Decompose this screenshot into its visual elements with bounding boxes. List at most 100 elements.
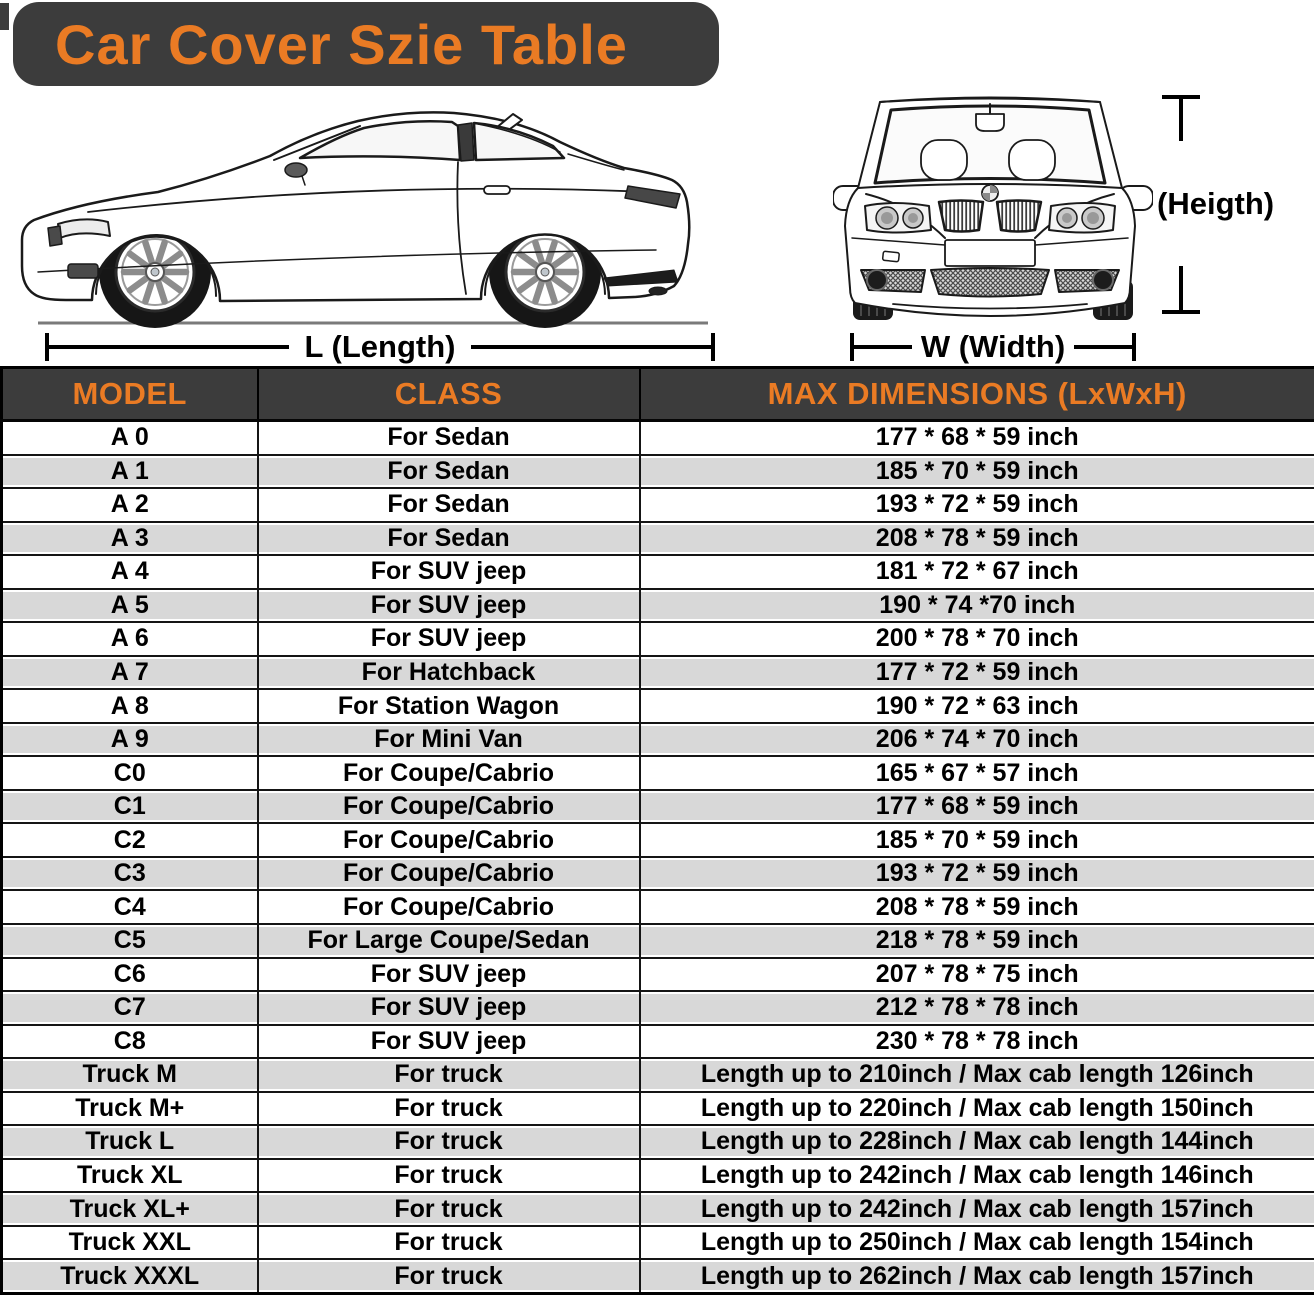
table-cell: Truck M+	[0, 1090, 259, 1127]
table-cell: 190 * 74 *70 inch	[638, 587, 1314, 624]
table-cell: Truck L	[0, 1124, 259, 1160]
door-handle	[483, 185, 511, 195]
table-cell: C3	[0, 855, 259, 892]
table-row: A 8 For Station Wagon 190 * 72 * 63 inch	[0, 688, 1314, 724]
table-row: C1 For Coupe/Cabrio 177 * 68 * 59 inch	[0, 788, 1314, 825]
height-label: (Heigth)	[1157, 186, 1275, 221]
dimension-tick	[711, 333, 716, 361]
table-cell: 193 * 72 * 59 inch	[638, 855, 1314, 892]
car-side-view-icon	[20, 111, 708, 328]
rear-diffuser	[603, 269, 679, 287]
table-cell: C5	[0, 923, 259, 959]
table-cell: For Sedan	[256, 487, 641, 523]
table-cell: A 4	[0, 554, 259, 590]
dimension-line	[1074, 345, 1133, 349]
page-title: Car Cover Szie Table	[55, 12, 628, 76]
bumper-intake	[67, 263, 99, 279]
right-fog-lamp	[1092, 269, 1114, 291]
table-cell: 177 * 72 * 59 inch	[638, 654, 1314, 691]
table-cell: 190 * 72 * 63 inch	[638, 688, 1314, 724]
dimension-line	[471, 345, 712, 349]
table-row: A 1 For Sedan 185 * 70 * 59 inch	[0, 453, 1314, 490]
table-row: A 0 For Sedan 177 * 68 * 59 inch	[0, 419, 1314, 456]
table-cell: 218 * 78 * 59 inch	[638, 923, 1314, 959]
table-cell: Truck XXL	[0, 1224, 259, 1261]
table-row: Truck M+ For truck Length up to 220inch / …	[0, 1090, 1314, 1127]
dimension-line	[1179, 95, 1183, 141]
table-cell: 177 * 68 * 59 inch	[638, 419, 1314, 456]
table-cell: 208 * 78 * 59 inch	[638, 520, 1314, 557]
b-pillar	[457, 122, 475, 162]
table-row: A 7 For Hatchback 177 * 72 * 59 inch	[0, 654, 1314, 691]
table-cell: For Coupe/Cabrio	[256, 755, 641, 791]
table-row: C5 For Large Coupe/Sedan 218 * 78 * 59 inc…	[0, 923, 1314, 959]
table-row: C7 For SUV jeep 212 * 78 * 78 inch	[0, 990, 1314, 1026]
table-cell: Length up to 242inch / Max cab length 15…	[638, 1191, 1314, 1227]
table-cell: Truck XL+	[0, 1191, 259, 1227]
license-plate	[944, 239, 1036, 267]
dimension-tick	[850, 333, 854, 361]
dimension-line	[1179, 266, 1183, 312]
table-cell: For SUV jeep	[256, 956, 641, 993]
table-row: Truck L For truck Length up to 228inch / M…	[0, 1124, 1314, 1160]
table-cell: 212 * 78 * 78 inch	[638, 990, 1314, 1026]
table-row: A 6 For SUV jeep 200 * 78 * 70 inch	[0, 621, 1314, 657]
table-cell: A 9	[0, 721, 259, 758]
table-cell: For Coupe/Cabrio	[256, 788, 641, 825]
table-cell: A 7	[0, 654, 259, 691]
dimension-tick	[1132, 333, 1137, 361]
table-cell: Length up to 242inch / Max cab length 14…	[638, 1157, 1314, 1194]
table-header-row: MODEL CLASS MAX DIMENSIONS (LxWxH)	[0, 366, 1314, 422]
table-cell: For Coupe/Cabrio	[256, 889, 641, 925]
table-cell: For Large Coupe/Sedan	[256, 923, 641, 959]
table-cell: Length up to 262inch / Max cab length 15…	[638, 1258, 1314, 1295]
table-cell: 181 * 72 * 67 inch	[638, 554, 1314, 590]
table-cell: For SUV jeep	[256, 990, 641, 1026]
table-cell: For Coupe/Cabrio	[256, 822, 641, 858]
table-cell: For Coupe/Cabrio	[256, 855, 641, 892]
table-cell: For SUV jeep	[256, 621, 641, 657]
table-cell: For SUV jeep	[256, 587, 641, 624]
table-row: A 3 For Sedan 208 * 78 * 59 inch	[0, 520, 1314, 557]
table-row: C2 For Coupe/Cabrio 185 * 70 * 59 inch	[0, 822, 1314, 858]
table-cell: Truck XXXL	[0, 1258, 259, 1295]
car-front-view-icon	[833, 96, 1153, 320]
table-cell: 208 * 78 * 59 inch	[638, 889, 1314, 925]
table-cell: For truck	[256, 1191, 641, 1227]
column-header-dimensions: MAX DIMENSIONS (LxWxH)	[638, 366, 1314, 422]
table-cell: 206 * 74 * 70 inch	[638, 721, 1314, 758]
size-table: MODEL CLASS MAX DIMENSIONS (LxWxH) A 0 Fo…	[0, 366, 1314, 1295]
side-mirror	[284, 162, 308, 178]
table-row: Truck M For truck Length up to 210inch / M…	[0, 1057, 1314, 1093]
table-cell: For truck	[256, 1157, 641, 1194]
table-cell: 165 * 67 * 57 inch	[638, 755, 1314, 791]
table-cell: C0	[0, 755, 259, 791]
table-cell: C4	[0, 889, 259, 925]
headlight	[57, 218, 111, 239]
table-cell: A 1	[0, 453, 259, 490]
title-edge-notch	[0, 3, 9, 30]
table-cell: 230 * 78 * 78 inch	[638, 1023, 1314, 1060]
width-label: W (Width)	[920, 329, 1066, 364]
table-cell: For truck	[256, 1124, 641, 1160]
table-row: C8 For SUV jeep 230 * 78 * 78 inch	[0, 1023, 1314, 1060]
exhaust-tip	[648, 286, 668, 296]
title-banner: Car Cover Szie Table	[13, 2, 719, 86]
right-headrest	[1008, 139, 1056, 181]
table-row: Truck XL+ For truck Length up to 242inch /…	[0, 1191, 1314, 1227]
table-cell: For Sedan	[256, 453, 641, 490]
table-cell: Length up to 220inch / Max cab length 15…	[638, 1090, 1314, 1127]
table-cell: Length up to 210inch / Max cab length 12…	[638, 1057, 1314, 1093]
table-cell: A 3	[0, 520, 259, 557]
right-kidney-grille	[995, 199, 1043, 233]
table-cell: C6	[0, 956, 259, 993]
table-cell: C1	[0, 788, 259, 825]
table-cell: Truck XL	[0, 1157, 259, 1194]
length-dimension: L (Length)	[45, 331, 716, 362]
table-cell: A 2	[0, 487, 259, 523]
table-row: A 9 For Mini Van 206 * 74 * 70 inch	[0, 721, 1314, 758]
left-headrest	[920, 139, 968, 181]
table-cell: For Hatchback	[256, 654, 641, 691]
table-row: C0 For Coupe/Cabrio 165 * 67 * 57 inch	[0, 755, 1314, 791]
table-row: Truck XXXL For truck Length up to 262inch …	[0, 1258, 1314, 1295]
